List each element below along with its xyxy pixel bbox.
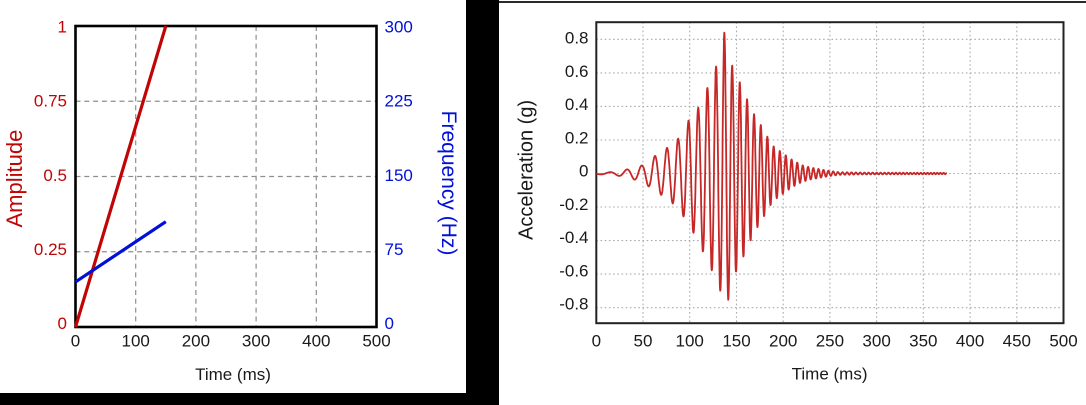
- svg-text:150: 150: [722, 332, 750, 351]
- svg-text:300: 300: [242, 332, 270, 351]
- svg-text:0: 0: [592, 332, 601, 351]
- svg-text:75: 75: [385, 240, 404, 259]
- svg-text:0: 0: [579, 162, 588, 181]
- svg-text:Frequency (Hz): Frequency (Hz): [437, 111, 460, 256]
- svg-text:Acceleration (g): Acceleration (g): [516, 100, 538, 240]
- svg-text:0.25: 0.25: [34, 240, 67, 259]
- svg-text:-0.6: -0.6: [559, 261, 588, 280]
- svg-text:250: 250: [816, 332, 844, 351]
- svg-text:0.8: 0.8: [565, 29, 589, 48]
- svg-text:0.5: 0.5: [43, 166, 67, 185]
- svg-text:0: 0: [71, 332, 80, 351]
- svg-text:450: 450: [1003, 332, 1031, 351]
- svg-text:500: 500: [1049, 332, 1077, 351]
- svg-text:0: 0: [385, 314, 394, 333]
- svg-text:1: 1: [58, 18, 67, 37]
- svg-text:0: 0: [58, 314, 67, 333]
- svg-text:0.6: 0.6: [565, 62, 589, 81]
- svg-text:400: 400: [302, 332, 330, 351]
- svg-text:225: 225: [385, 92, 413, 111]
- svg-text:50: 50: [634, 332, 653, 351]
- svg-text:0.2: 0.2: [565, 128, 589, 147]
- svg-text:350: 350: [909, 332, 937, 351]
- svg-text:500: 500: [362, 332, 390, 351]
- svg-text:300: 300: [385, 18, 413, 37]
- svg-text:400: 400: [956, 332, 984, 351]
- svg-text:0.4: 0.4: [565, 95, 589, 114]
- svg-text:150: 150: [385, 166, 413, 185]
- svg-text:-0.4: -0.4: [559, 228, 588, 247]
- svg-text:100: 100: [122, 332, 150, 351]
- svg-text:Time (ms): Time (ms): [195, 365, 271, 384]
- svg-text:-0.2: -0.2: [559, 195, 588, 214]
- svg-text:200: 200: [182, 332, 210, 351]
- svg-text:200: 200: [769, 332, 797, 351]
- svg-text:100: 100: [676, 332, 704, 351]
- svg-text:-0.8: -0.8: [559, 295, 588, 314]
- svg-text:Amplitude: Amplitude: [2, 130, 27, 228]
- svg-text:300: 300: [862, 332, 890, 351]
- svg-text:0.75: 0.75: [34, 92, 67, 111]
- svg-text:Time (ms): Time (ms): [792, 364, 868, 383]
